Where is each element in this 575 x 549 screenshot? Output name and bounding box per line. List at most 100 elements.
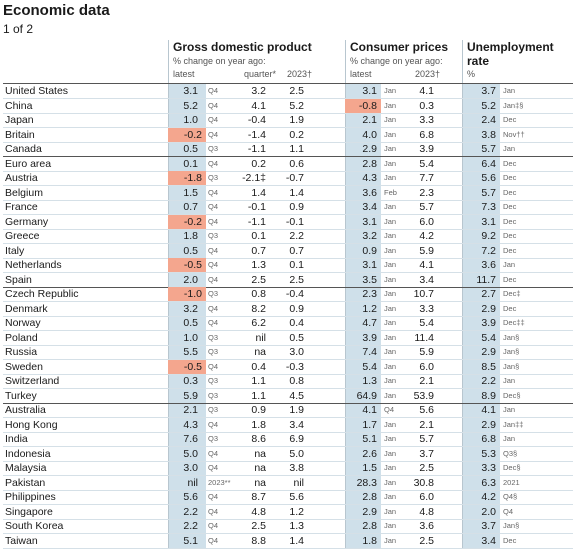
value: -0.2 — [168, 127, 206, 142]
value: 3.4 — [289, 418, 304, 431]
period: Jan — [503, 376, 516, 385]
value: 5.9 — [183, 389, 198, 402]
period: Q3 — [208, 405, 219, 414]
country: France — [5, 201, 38, 213]
value: 0.9 — [362, 244, 377, 257]
period: Jan — [384, 100, 397, 110]
row-rule — [3, 461, 573, 462]
header-rule — [3, 83, 573, 84]
period: Q4 — [384, 405, 395, 414]
country: Australia — [5, 404, 46, 416]
value: 5.5 — [183, 346, 198, 358]
period: Jan — [384, 173, 397, 182]
value: 5.4 — [419, 317, 434, 329]
period: Jan — [384, 361, 397, 371]
header: Unemployment rate — [467, 40, 554, 68]
period: Q4 — [208, 216, 219, 226]
value: 3.7 — [481, 520, 496, 532]
value: na — [254, 447, 266, 460]
value: 1.8 — [183, 230, 198, 242]
value: 5.1 — [362, 433, 377, 445]
value: 4.2 — [481, 491, 496, 503]
value: 2.8 — [362, 157, 377, 170]
value: -1.1 — [247, 143, 266, 155]
value: nil — [187, 476, 198, 489]
row-rule — [3, 533, 573, 534]
value: 2.9 — [481, 346, 496, 358]
value: 11.4 — [414, 331, 434, 344]
row-rule — [3, 475, 573, 476]
value: 1.1 — [289, 143, 304, 155]
value: 0.9 — [289, 201, 304, 213]
divider — [462, 40, 463, 549]
value: 2.9 — [481, 418, 496, 431]
row-rule — [3, 113, 573, 114]
value: 3.1 — [362, 259, 377, 271]
value: 5.4 — [481, 331, 496, 344]
period: Jan — [503, 434, 516, 443]
value: 5.0 — [183, 447, 198, 460]
period: Jan§ — [503, 332, 520, 342]
value: -0.5 — [168, 258, 206, 273]
header: Gross domestic product — [173, 40, 312, 54]
country: Britain — [5, 128, 35, 141]
period: Q3 — [208, 434, 219, 443]
value: 1.2 — [289, 505, 304, 518]
value: 1.2 — [362, 302, 377, 315]
period: Dec — [503, 303, 517, 313]
value: 2.2 — [481, 375, 496, 387]
value: 5.7 — [481, 143, 496, 155]
value: 2.3 — [419, 186, 434, 199]
period: Q4 — [208, 86, 219, 95]
value: 7.6 — [183, 433, 198, 445]
row-rule — [3, 287, 573, 288]
period: Jan‡§ — [503, 100, 524, 110]
value: 5.6 — [183, 491, 198, 503]
value: 4.2 — [419, 230, 434, 242]
country: Euro area — [5, 157, 52, 170]
period: Q4§ — [503, 492, 518, 501]
value: -1.4 — [247, 128, 266, 141]
value: 1.5 — [362, 462, 377, 474]
value: 2.1 — [419, 375, 434, 387]
value: 0.3 — [419, 99, 434, 112]
value: 5.7 — [419, 433, 434, 445]
country: Austria — [5, 172, 38, 184]
period: 2023** — [208, 477, 231, 487]
value: 5.3 — [481, 447, 496, 460]
value: 6.8 — [419, 128, 434, 141]
period: Dec‡‡ — [503, 318, 525, 327]
value: 6.9 — [289, 433, 304, 445]
value: 3.4 — [419, 273, 434, 286]
value: 6.4 — [481, 157, 496, 170]
country: Germany — [5, 215, 49, 228]
value: 3.2 — [362, 230, 377, 242]
country: Poland — [5, 331, 38, 344]
value: 2.7 — [481, 288, 496, 300]
period: Jan — [384, 492, 397, 501]
header-col: quarter* — [244, 69, 277, 79]
value: 3.1 — [362, 215, 377, 228]
period: Jan — [384, 318, 397, 327]
value: 8.8 — [251, 534, 266, 547]
period: Dec — [503, 231, 517, 240]
value: 0.8 — [289, 375, 304, 387]
period: 2021 — [503, 477, 520, 487]
value: 8.9 — [481, 389, 496, 402]
value: 0.3 — [183, 375, 198, 387]
row-rule — [3, 272, 573, 273]
row-rule — [3, 316, 573, 317]
value: nil — [293, 476, 304, 489]
value: 3.6 — [362, 186, 377, 199]
value: 3.5 — [362, 273, 377, 286]
value: 1.8 — [251, 418, 266, 431]
country: Spain — [5, 273, 32, 286]
value: nil — [255, 331, 266, 344]
value: 1.1 — [251, 389, 266, 402]
value: 3.9 — [481, 317, 496, 329]
value: -1.0 — [168, 287, 206, 302]
row-rule — [3, 504, 573, 505]
period: Q3 — [208, 173, 219, 182]
value: 3.1 — [481, 215, 496, 228]
value: 4.1 — [419, 85, 434, 97]
